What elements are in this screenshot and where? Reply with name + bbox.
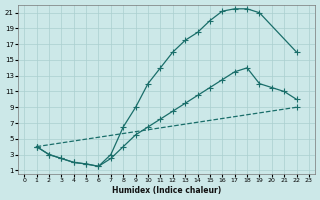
X-axis label: Humidex (Indice chaleur): Humidex (Indice chaleur) xyxy=(112,186,221,195)
